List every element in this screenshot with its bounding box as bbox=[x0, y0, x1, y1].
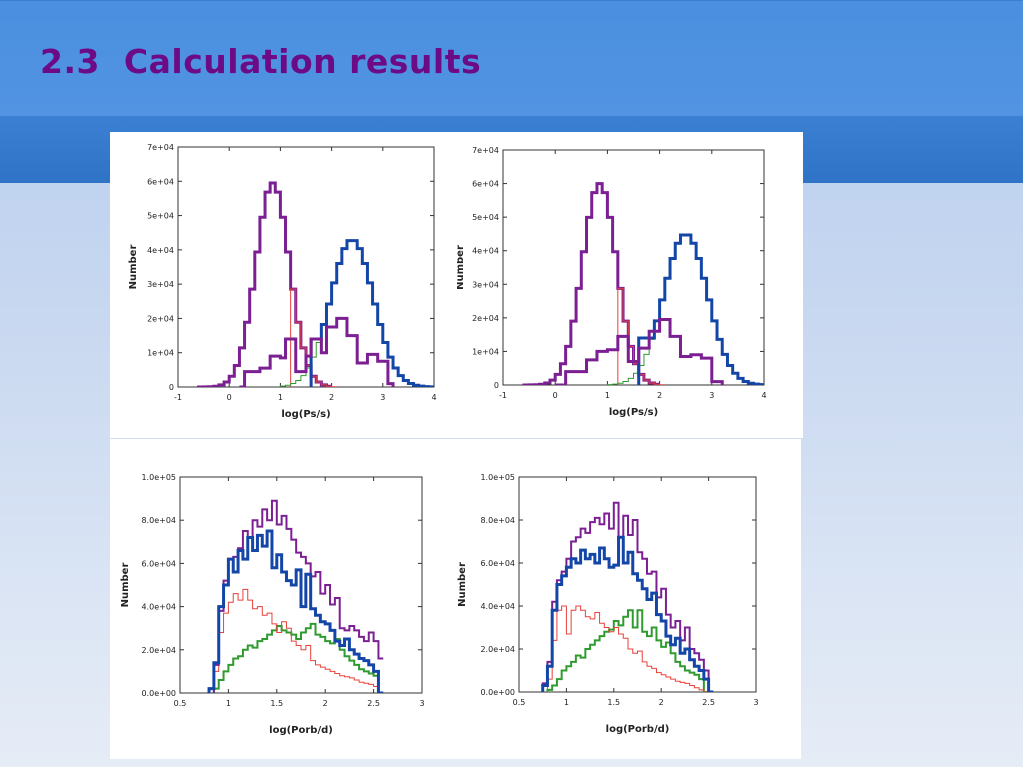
y-tick-label: 4.0e+04 bbox=[141, 603, 176, 612]
series-blue-3 bbox=[637, 233, 764, 385]
chart-ps-left: -1 0 1 2 3 401e+042e+043e+044e+045e+046e+047e… bbox=[128, 143, 437, 420]
y-axis-label: Number bbox=[128, 245, 139, 290]
series-green-2 bbox=[606, 299, 665, 385]
y-tick-label: 6.0e+04 bbox=[480, 559, 515, 568]
x-tick-label: -1 bbox=[499, 391, 507, 400]
y-tick-label: 2.0e+04 bbox=[141, 646, 176, 655]
header-band bbox=[0, 0, 1023, 117]
x-tick-label: 3 bbox=[709, 391, 714, 400]
y-tick-label: 4.0e+04 bbox=[480, 602, 515, 611]
slide-title: 2.3 Calculation results bbox=[40, 42, 482, 81]
series-red-1 bbox=[213, 588, 384, 693]
y-tick-label: 3e+04 bbox=[147, 280, 174, 289]
x-tick-label: 3 bbox=[753, 698, 758, 707]
x-tick-label: 4 bbox=[761, 391, 766, 400]
y-tick-label: 4e+04 bbox=[472, 247, 499, 256]
y-tick-label: 7e+04 bbox=[147, 143, 174, 152]
x-tick-label: 2 bbox=[657, 391, 662, 400]
x-tick-label: 0.5 bbox=[174, 699, 187, 708]
x-tick-label: 1.5 bbox=[607, 698, 620, 707]
chart-ps-right: -1 0 1 2 3 401e+042e+043e+044e+045e+046e+047e… bbox=[457, 146, 767, 418]
x-tick-label: 2 bbox=[659, 698, 664, 707]
x-tick-label: -1 bbox=[174, 393, 182, 402]
x-tick-label: 3 bbox=[419, 699, 424, 708]
x-tick-label: 1.5 bbox=[270, 699, 283, 708]
y-tick-label: 1e+04 bbox=[147, 349, 174, 358]
series-purple-4 bbox=[239, 316, 395, 387]
x-tick-label: 1 bbox=[564, 698, 569, 707]
x-tick-label: 3 bbox=[380, 393, 385, 402]
y-tick-label: 1e+04 bbox=[472, 347, 499, 356]
x-tick-label: 4 bbox=[431, 393, 436, 402]
series-blue-3 bbox=[541, 535, 714, 692]
y-tick-label: 6e+04 bbox=[147, 177, 174, 186]
series-green-2 bbox=[279, 282, 337, 387]
y-tick-label: 0 bbox=[494, 381, 499, 390]
x-tick-label: 1 bbox=[278, 393, 283, 402]
y-tick-label: 8.0e+04 bbox=[141, 516, 176, 525]
plot-frame bbox=[179, 476, 423, 694]
y-tick-label: 3e+04 bbox=[472, 280, 499, 289]
y-axis-label: Number bbox=[457, 562, 468, 607]
y-tick-label: 4e+04 bbox=[147, 246, 174, 255]
series-purple-2 bbox=[212, 499, 384, 693]
x-tick-label: 0 bbox=[227, 393, 232, 402]
y-axis-label: Number bbox=[120, 563, 131, 608]
x-tick-label: 2.5 bbox=[702, 698, 715, 707]
top-chart-panel: -1 0 1 2 3 4 0 1e+04 2e+04 3e+04 4e+04 5e+04 6e+04 7e… bbox=[110, 132, 803, 438]
bottom-chart-panel: 0.5 1 1.5 2 2.5 3 0.0e+00 2.0e+04 4.0e+04 6.0e+04… bbox=[110, 439, 801, 759]
y-tick-label: 1.0e+05 bbox=[141, 473, 176, 482]
x-tick-label: 2 bbox=[323, 699, 328, 708]
y-tick-label: 7e+04 bbox=[472, 146, 499, 155]
y-tick-label: 5e+04 bbox=[147, 212, 174, 221]
series-blue-3 bbox=[207, 529, 384, 693]
y-tick-label: 0.0e+00 bbox=[141, 689, 176, 698]
y-tick-label: 2.0e+04 bbox=[480, 645, 515, 654]
y-tick-label: 6e+04 bbox=[472, 180, 499, 189]
x-axis-label: log(Ps/s) bbox=[609, 407, 658, 418]
y-tick-label: 5e+04 bbox=[472, 213, 499, 222]
x-tick-label: 2 bbox=[329, 393, 334, 402]
y-tick-label: 2e+04 bbox=[472, 314, 499, 323]
series-red-1 bbox=[546, 605, 709, 692]
y-axis-label: Number bbox=[457, 245, 466, 290]
series-blue-3 bbox=[309, 239, 434, 387]
chart-porb-right: 0.5 1 1.5 2 2.5 3 0.0e+00 2.0e+04 4.0e+04 6.0e+04… bbox=[457, 473, 759, 735]
x-axis-label: log(Porb/d) bbox=[269, 725, 333, 736]
y-tick-label: 6.0e+04 bbox=[141, 559, 176, 568]
y-tick-label: 8.0e+04 bbox=[480, 516, 515, 525]
chart-porb-left: 0.5 1 1.5 2 2.5 3 0.0e+00 2.0e+04 4.0e+04 6.0e+04… bbox=[120, 473, 425, 736]
x-axis-label: log(Porb/d) bbox=[606, 724, 670, 735]
x-axis-label: log(Ps/s) bbox=[281, 409, 330, 420]
series-purple-4 bbox=[555, 318, 724, 385]
x-tick-label: 1 bbox=[226, 699, 231, 708]
plot-frame bbox=[177, 146, 435, 388]
x-tick-label: 0.5 bbox=[513, 698, 526, 707]
plot-frame bbox=[518, 476, 757, 693]
y-tick-label: 0.0e+00 bbox=[480, 688, 515, 697]
series-purple-2 bbox=[541, 501, 714, 692]
series-green-0 bbox=[546, 609, 709, 692]
x-tick-label: 2.5 bbox=[367, 699, 380, 708]
y-tick-label: 1.0e+05 bbox=[480, 473, 515, 482]
x-tick-label: 1 bbox=[605, 391, 610, 400]
plot-frame bbox=[502, 149, 765, 386]
series-green-0 bbox=[212, 622, 384, 693]
y-tick-label: 2e+04 bbox=[147, 314, 174, 323]
y-tick-label: 0 bbox=[169, 383, 174, 392]
x-tick-label: 0 bbox=[553, 391, 558, 400]
